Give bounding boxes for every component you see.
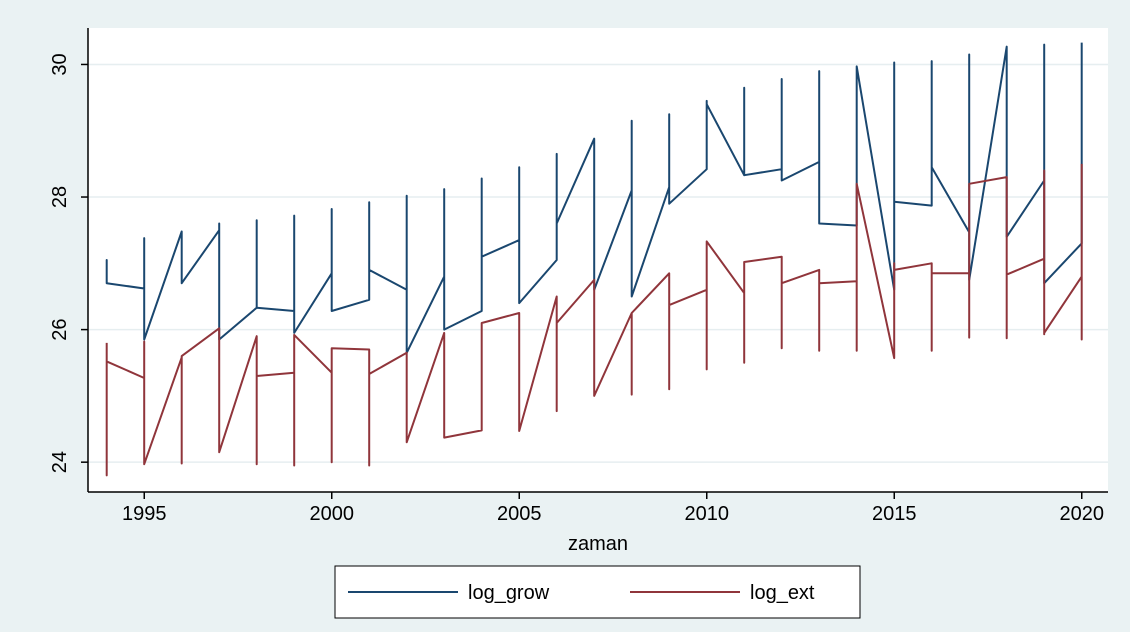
y-tick-label-28: 28	[49, 186, 71, 208]
series-line-log-ext	[105, 163, 1083, 477]
legend-label-log-grow: log_grow	[468, 582, 550, 604]
y-tick-label-26: 26	[49, 318, 71, 340]
x-axis-title: zaman	[568, 533, 628, 555]
series-layer	[105, 42, 1083, 477]
y-tick-label-24: 24	[49, 451, 71, 473]
grid	[88, 63, 1108, 463]
axes	[87, 28, 1108, 493]
x-tick-label-2000: 2000	[310, 503, 355, 525]
x-tick-label-2015: 2015	[872, 503, 917, 525]
ticks: 24 26 28 30 1995 2000 2005 2010 2015 2020	[49, 53, 1104, 525]
legend: log_grow log_ext	[334, 565, 861, 619]
x-tick-label-2020: 2020	[1060, 503, 1105, 525]
plot-area	[88, 28, 1108, 492]
x-tick-label-2005: 2005	[497, 503, 542, 525]
x-tick-label-1995: 1995	[122, 503, 167, 525]
series-line-log-grow	[105, 42, 1083, 354]
y-tick-label-30: 30	[49, 53, 71, 75]
x-tick-label-2010: 2010	[685, 503, 730, 525]
legend-label-log-ext: log_ext	[750, 582, 815, 604]
